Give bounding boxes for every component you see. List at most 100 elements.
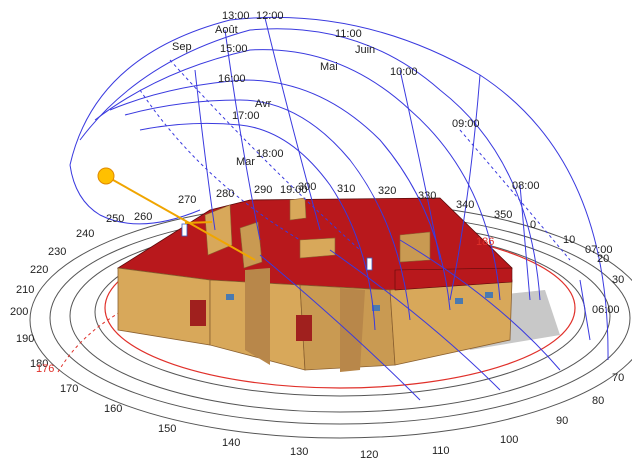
month-label: Avr (255, 98, 272, 110)
red-marks: 186 176 (36, 236, 494, 375)
window-4 (485, 292, 493, 298)
month-label: Mai (320, 61, 338, 73)
azimuth-label: 300 (298, 181, 316, 193)
parapet-4 (399, 231, 431, 263)
month-arc-may (94, 49, 501, 301)
hour-label: 13:00 (222, 10, 250, 22)
hour-arc-08 (519, 184, 531, 301)
hour-label: 07:00 (585, 244, 613, 256)
hour-label: 19:00 (280, 184, 308, 196)
month-label: Mar (236, 156, 255, 168)
hour-label: 09:00 (452, 118, 480, 130)
azimuth-labels: 270 280 290 300 310 320 330 340 350 0 10… (10, 181, 624, 461)
hour-arc-dashed-2 (169, 59, 361, 251)
window-2 (372, 305, 380, 311)
hour-arc-12 (264, 17, 321, 231)
azimuth-label: 70 (612, 372, 624, 384)
azimuth-label: 310 (337, 183, 355, 195)
hour-label: 12:00 (256, 10, 284, 22)
azimuth-label: 110 (432, 445, 450, 457)
azimuth-label: 220 (30, 264, 48, 276)
parapet-5 (289, 197, 307, 221)
door-2 (296, 315, 312, 341)
azimuth-label: 230 (48, 246, 66, 258)
azimuth-label: 350 (494, 209, 512, 221)
azimuth-label: 0 (530, 219, 536, 231)
wall-shadow-1 (245, 268, 270, 365)
month-label: Sep (172, 41, 192, 53)
azimuth-label: 10 (563, 234, 575, 246)
hour-arc-10 (399, 69, 441, 261)
azimuth-label: 250 (106, 213, 124, 225)
month-label: Juin (355, 44, 375, 56)
month-arc-feb (139, 122, 376, 331)
azimuth-label: 180 (30, 358, 48, 370)
parapet-2 (239, 221, 263, 269)
door-1 (190, 300, 206, 326)
wall-shadow-2 (340, 288, 365, 372)
hour-arc-dashed-1 (139, 89, 301, 241)
sun-dome-left (69, 164, 201, 225)
hour-arc-lower-1 (259, 254, 421, 401)
azimuth-label: 170 (60, 383, 78, 395)
hour-label: 10:00 (390, 66, 418, 78)
parapet-3 (299, 237, 336, 259)
azimuth-label: 240 (76, 228, 94, 240)
azimuth-label: 210 (16, 284, 34, 296)
sun-dome-right (449, 74, 481, 301)
hour-label: 11:00 (335, 28, 362, 40)
figure-1 (181, 223, 188, 237)
horizon-dashed-red (57, 291, 166, 373)
hour-label: 06:00 (592, 304, 620, 316)
azimuth-label: 80 (592, 395, 604, 407)
month-arc-jun (79, 28, 541, 301)
azimuth-label: 290 (254, 184, 272, 196)
hour-label: 08:00 (512, 180, 540, 192)
azimuth-label: 150 (158, 423, 176, 435)
azimuth-label: 280 (216, 188, 234, 200)
hour-arc-lower-3 (399, 239, 561, 371)
azimuth-label: 100 (500, 434, 518, 446)
month-arc-apr (109, 79, 451, 311)
hour-arc-06 (579, 279, 591, 341)
azimuth-label: 340 (456, 199, 474, 211)
month-arc-mar (124, 99, 411, 321)
azimuth-label: 30 (612, 274, 624, 286)
red-mark: 186 (476, 236, 494, 248)
figure-2 (366, 257, 373, 271)
azimuth-label: 90 (556, 415, 568, 427)
red-mark: 176 (36, 363, 54, 375)
hour-labels: 13:00 12:00 11:00 15:00 10:00 16:00 09:0… (218, 10, 620, 316)
azimuth-label: 20 (597, 253, 609, 265)
window-1 (226, 294, 234, 300)
azimuth-label: 200 (10, 306, 28, 318)
sun-dome-outline (69, 16, 609, 361)
azimuth-label: 120 (360, 449, 378, 461)
azimuth-label: 270 (178, 194, 196, 206)
hour-arc-dashed-3 (459, 129, 571, 261)
roof-right-strip (394, 267, 513, 291)
sun-ray-2 (184, 221, 213, 224)
sun-icon (97, 167, 115, 185)
month-label: Août (215, 24, 238, 36)
azimuth-label: 190 (16, 333, 34, 345)
sun-path-grid (69, 16, 609, 401)
hour-label: 16:00 (218, 73, 246, 85)
window-3 (455, 298, 463, 304)
azimuth-label: 320 (378, 185, 396, 197)
month-labels: Août Sep Juin Mai Avr Mar (172, 24, 375, 168)
azimuth-label: 140 (222, 437, 240, 449)
hour-label: 15:00 (220, 43, 248, 55)
hour-label: 18:00 (256, 148, 284, 160)
azimuth-label: 330 (418, 190, 436, 202)
azimuth-label: 160 (104, 403, 122, 415)
hour-label: 17:00 (232, 110, 260, 122)
azimuth-label: 130 (290, 446, 308, 458)
sun-ray (105, 175, 256, 261)
hour-arc-14 (224, 29, 261, 241)
hour-arc-16 (194, 69, 216, 231)
hour-arc-lower-2 (329, 249, 501, 391)
building (116, 197, 513, 372)
